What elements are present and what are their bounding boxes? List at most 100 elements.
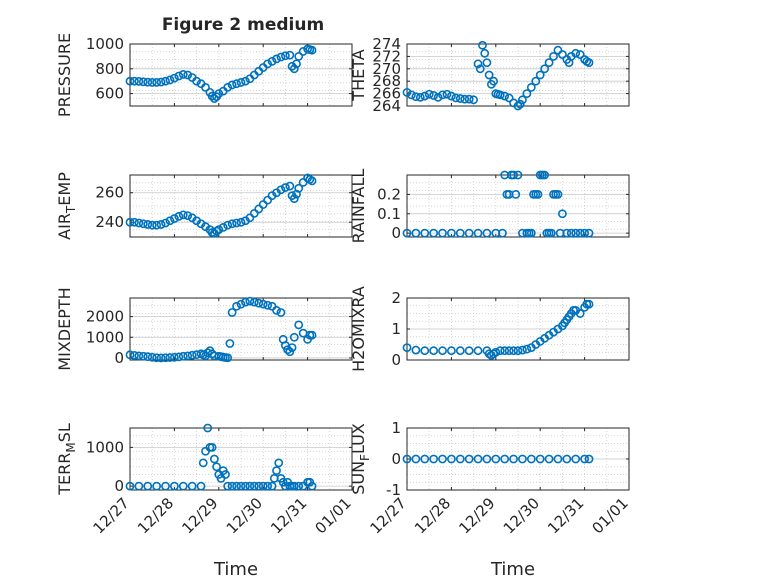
data-point	[187, 481, 197, 491]
data-point	[245, 296, 255, 306]
data-point	[580, 228, 589, 238]
x-axis-label: Time	[490, 559, 535, 580]
data-point	[161, 353, 170, 363]
x-tick-label: 12/28	[134, 494, 177, 537]
data-point	[254, 298, 264, 308]
data-point	[540, 64, 550, 74]
data-point	[549, 52, 558, 61]
data-point	[294, 52, 304, 61]
data-point	[292, 59, 301, 69]
data-point	[442, 89, 452, 99]
data-point	[161, 481, 170, 491]
data-point	[263, 300, 273, 310]
data-point	[138, 351, 148, 361]
data-point	[480, 48, 490, 58]
x-tick-label: 01/01	[312, 494, 355, 537]
data-point	[473, 228, 483, 238]
data-point	[420, 454, 430, 464]
data-point	[518, 345, 527, 355]
data-point	[482, 228, 492, 238]
data-point	[236, 217, 246, 227]
data-point	[307, 481, 317, 491]
data-point	[473, 346, 483, 356]
data-point	[236, 299, 246, 309]
data-point	[214, 225, 224, 235]
data-point	[307, 45, 317, 55]
data-point	[482, 454, 492, 464]
data-point	[287, 343, 297, 352]
data-point	[169, 481, 179, 491]
data-point	[183, 211, 193, 220]
data-point	[489, 76, 498, 86]
data-point	[535, 454, 545, 464]
data-point	[143, 481, 153, 491]
data-point	[484, 70, 494, 80]
data-point	[130, 351, 139, 360]
data-point	[420, 91, 430, 101]
data-point	[429, 91, 439, 100]
data-point	[276, 52, 286, 62]
data-point	[294, 481, 304, 491]
data-point	[272, 54, 281, 64]
y-tick-label: 0.2	[377, 185, 401, 203]
data-point	[183, 70, 193, 80]
data-point	[473, 59, 483, 69]
data-point	[125, 350, 135, 360]
data-point	[245, 213, 255, 223]
data-point	[289, 64, 299, 74]
data-point	[134, 218, 144, 228]
subplot-terrmsl: 0 1000 TERRMSL 12/27 12/28 12/29 12/30 12/31 01/…	[55, 423, 355, 580]
data-point	[236, 481, 246, 491]
data-point	[402, 343, 412, 352]
data-point	[455, 94, 465, 103]
data-point	[267, 56, 277, 66]
data-point	[258, 299, 268, 309]
data-point	[491, 454, 501, 464]
y-tick-label: 1	[391, 320, 401, 338]
data-point	[571, 454, 581, 464]
data-point	[402, 228, 412, 238]
data-point	[438, 454, 447, 464]
y-tick-label: 272	[372, 47, 401, 65]
data-point	[289, 332, 299, 342]
data-point	[143, 220, 153, 229]
axes-box	[406, 43, 630, 107]
data-point	[544, 58, 554, 67]
data-point	[178, 351, 188, 361]
data-point	[513, 170, 523, 180]
data-point	[241, 76, 250, 86]
subplot-airtemp: 240 260 AIRTEMP	[55, 172, 353, 240]
data-point	[152, 220, 162, 230]
data-point	[420, 346, 430, 356]
x-tick-label: 01/01	[589, 494, 632, 537]
data-point	[227, 80, 237, 90]
data-point	[513, 101, 523, 111]
data-point	[287, 61, 297, 71]
data-point	[495, 90, 505, 100]
data-point	[504, 93, 514, 103]
data-point	[236, 78, 246, 87]
x-axis-label: Time	[213, 559, 258, 580]
data-point	[187, 350, 197, 360]
data-point	[469, 95, 478, 105]
data-point	[152, 353, 162, 363]
data-point	[258, 200, 268, 209]
data-point	[223, 220, 233, 230]
data-point	[509, 170, 518, 180]
y-tick-label: 270	[372, 60, 401, 78]
data-point	[165, 75, 175, 85]
data-point	[218, 223, 228, 232]
data-point	[214, 89, 224, 98]
data-point	[446, 228, 456, 238]
x-tick-label: 12/30	[500, 494, 543, 537]
data-point	[575, 309, 585, 318]
data-point	[161, 76, 170, 86]
data-point	[411, 92, 421, 102]
data-point	[473, 454, 483, 464]
data-point	[169, 73, 179, 83]
y-tick-label: 2000	[86, 308, 124, 326]
data-point	[165, 353, 175, 362]
